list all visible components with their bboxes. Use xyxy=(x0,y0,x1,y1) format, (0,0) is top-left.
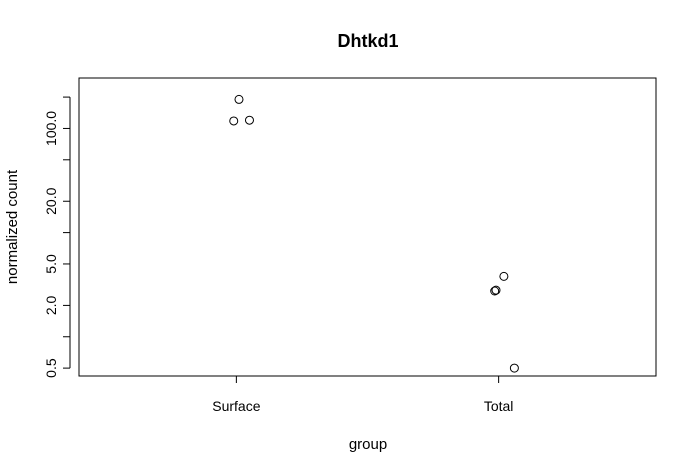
data-point xyxy=(509,363,519,373)
x-tick-label: Surface xyxy=(212,398,260,414)
y-tick-label: 5.0 xyxy=(43,254,59,274)
plot-frame xyxy=(78,77,657,377)
data-point xyxy=(499,271,509,281)
data-point xyxy=(229,116,239,126)
data-point xyxy=(234,94,244,104)
data-point xyxy=(490,286,500,296)
x-axis: Surface Total xyxy=(212,375,514,414)
y-tick-label: 2.0 xyxy=(43,295,59,315)
x-axis-label: group xyxy=(349,436,387,453)
y-tick-label: 20.0 xyxy=(43,187,59,214)
data-points xyxy=(229,94,519,373)
data-point xyxy=(244,115,254,125)
chart-title: Dhtkd1 xyxy=(337,31,398,51)
x-tick-label: Total xyxy=(484,398,514,414)
y-tick-label: 0.5 xyxy=(43,358,59,378)
data-point xyxy=(491,285,501,295)
y-tick-label: 100.0 xyxy=(43,111,59,146)
y-axis-label: normalized count xyxy=(4,169,21,284)
y-axis: 0.5 2.0 5.0 20.0 100.0 xyxy=(43,96,71,378)
